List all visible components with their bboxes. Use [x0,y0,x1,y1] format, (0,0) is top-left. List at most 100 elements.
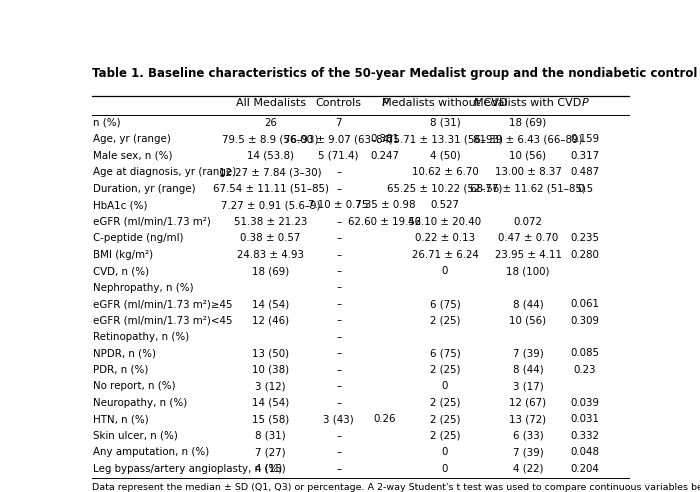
Text: CVD, n (%): CVD, n (%) [94,266,150,276]
Text: 3 (43): 3 (43) [323,414,354,425]
Text: 10 (56): 10 (56) [510,151,547,161]
Text: –: – [336,332,341,342]
Text: 2 (25): 2 (25) [430,365,461,375]
Text: 0.5: 0.5 [577,184,593,194]
Text: 79.5 ± 8.9 (56–93): 79.5 ± 8.9 (56–93) [223,134,318,144]
Text: –: – [336,249,341,260]
Text: 13.00 ± 8.37: 13.00 ± 8.37 [495,167,561,177]
Text: 12.27 ± 7.84 (3–30): 12.27 ± 7.84 (3–30) [219,167,322,177]
Text: Leg bypass/artery angioplasty, n (%): Leg bypass/artery angioplasty, n (%) [94,464,283,474]
Text: 0.085: 0.085 [570,348,599,359]
Text: 2 (25): 2 (25) [430,414,461,425]
Text: 24.83 ± 4.93: 24.83 ± 4.93 [237,249,304,260]
Text: 76.00 ± 9.07 (63–84): 76.00 ± 9.07 (63–84) [284,134,393,144]
Text: 8 (31): 8 (31) [256,431,286,441]
Text: 7.27 ± 0.91 (5.6–9): 7.27 ± 0.91 (5.6–9) [220,200,321,210]
Text: 62.60 ± 19.52: 62.60 ± 19.52 [349,216,421,227]
Text: 15 (58): 15 (58) [252,414,289,425]
Text: 7 (39): 7 (39) [512,348,543,359]
Text: 0: 0 [442,381,448,392]
Text: 51.38 ± 21.23: 51.38 ± 21.23 [234,216,307,227]
Text: 7.35 ± 0.98: 7.35 ± 0.98 [355,200,415,210]
Text: 4 (50): 4 (50) [430,151,461,161]
Text: 2 (25): 2 (25) [430,315,461,326]
Text: –: – [336,299,341,309]
Text: –: – [336,184,341,194]
Text: 3 (17): 3 (17) [512,381,543,392]
Text: Data represent the median ± SD (Q1, Q3) or percentage. A 2-way Student's t test : Data represent the median ± SD (Q1, Q3) … [92,483,700,492]
Text: 7.10 ± 0.75: 7.10 ± 0.75 [309,200,369,210]
Text: 12 (67): 12 (67) [510,398,547,408]
Text: 0: 0 [442,266,448,276]
Text: 0.072: 0.072 [514,216,542,227]
Text: 2 (25): 2 (25) [430,431,461,441]
Text: Nephropathy, n (%): Nephropathy, n (%) [94,282,194,293]
Text: –: – [336,315,341,326]
Text: 0.031: 0.031 [570,414,599,425]
Text: 18 (69): 18 (69) [510,118,547,128]
Text: Table 1. Baseline characteristics of the 50-year Medalist group and the nondiabe: Table 1. Baseline characteristics of the… [92,67,700,80]
Text: 7 (39): 7 (39) [512,447,543,458]
Text: 2 (25): 2 (25) [430,398,461,408]
Text: 4 (22): 4 (22) [513,464,543,474]
Text: Medalists with CVD: Medalists with CVD [475,98,582,108]
Text: 10 (56): 10 (56) [510,315,547,326]
Text: 8 (44): 8 (44) [512,365,543,375]
Text: 0.280: 0.280 [570,249,599,260]
Text: –: – [336,464,341,474]
Text: –: – [336,381,341,392]
Text: eGFR (ml/min/1.73 m²)≥45: eGFR (ml/min/1.73 m²)≥45 [94,299,233,309]
Text: Skin ulcer, n (%): Skin ulcer, n (%) [94,431,178,441]
Text: 0.309: 0.309 [570,315,599,326]
Text: 0.332: 0.332 [570,431,599,441]
Text: P: P [582,98,588,108]
Text: 13 (72): 13 (72) [510,414,547,425]
Text: 75.71 ± 13.31 (56–93): 75.71 ± 13.31 (56–93) [387,134,503,144]
Text: –: – [336,282,341,293]
Text: –: – [336,348,341,359]
Text: Any amputation, n (%): Any amputation, n (%) [94,447,210,458]
Text: –: – [336,447,341,458]
Text: 4 (15): 4 (15) [256,464,286,474]
Text: 0: 0 [442,464,448,474]
Text: 5 (71.4): 5 (71.4) [318,151,359,161]
Text: 0.235: 0.235 [570,233,599,243]
Text: 8 (31): 8 (31) [430,118,461,128]
Text: HTN, n (%): HTN, n (%) [94,414,149,425]
Text: 12 (46): 12 (46) [252,315,289,326]
Text: 0.38 ± 0.57: 0.38 ± 0.57 [240,233,301,243]
Text: All Medalists: All Medalists [236,98,306,108]
Text: –: – [336,431,341,441]
Text: eGFR (ml/min/1.73 m²): eGFR (ml/min/1.73 m²) [94,216,211,227]
Text: 18 (69): 18 (69) [252,266,289,276]
Text: 23.95 ± 4.11: 23.95 ± 4.11 [494,249,561,260]
Text: NPDR, n (%): NPDR, n (%) [94,348,157,359]
Text: 26.71 ± 6.24: 26.71 ± 6.24 [412,249,478,260]
Text: BMI (kg/m²): BMI (kg/m²) [94,249,153,260]
Text: Age, yr (range): Age, yr (range) [94,134,172,144]
Text: 0.061: 0.061 [570,299,599,309]
Text: HbA1c (%): HbA1c (%) [94,200,148,210]
Text: 6 (33): 6 (33) [512,431,543,441]
Text: n (%): n (%) [94,118,121,128]
Text: No report, n (%): No report, n (%) [94,381,176,392]
Text: 0.381: 0.381 [370,134,400,144]
Text: 7 (27): 7 (27) [256,447,286,458]
Text: Duration, yr (range): Duration, yr (range) [94,184,196,194]
Text: –: – [336,398,341,408]
Text: 3 (12): 3 (12) [256,381,286,392]
Text: 0.527: 0.527 [430,200,459,210]
Text: 0.487: 0.487 [570,167,599,177]
Text: –: – [336,216,341,227]
Text: 0.247: 0.247 [370,151,400,161]
Text: 0.159: 0.159 [570,134,599,144]
Text: Retinopathy, n (%): Retinopathy, n (%) [94,332,190,342]
Text: 6 (75): 6 (75) [430,348,461,359]
Text: Medalists without CVD: Medalists without CVD [382,98,508,108]
Text: –: – [336,365,341,375]
Text: 18 (100): 18 (100) [506,266,550,276]
Text: 0.317: 0.317 [570,151,599,161]
Text: 6 (75): 6 (75) [430,299,461,309]
Text: 10.62 ± 6.70: 10.62 ± 6.70 [412,167,478,177]
Text: 26: 26 [264,118,277,128]
